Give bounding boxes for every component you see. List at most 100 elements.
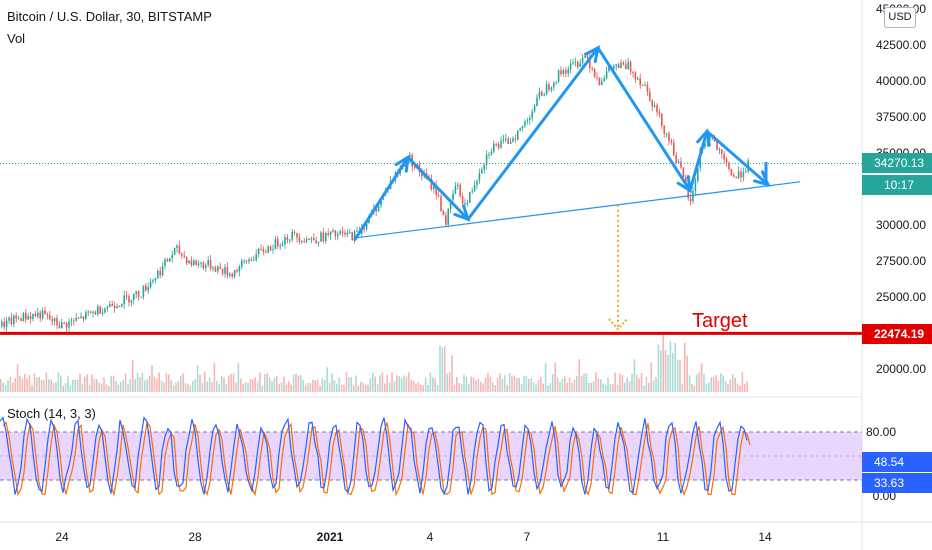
volume-bar [408,372,410,392]
candle-body [337,234,339,236]
candle-body [639,78,641,85]
volume-bar [309,383,312,392]
volume-bar [691,383,693,392]
volume-bar [595,372,597,392]
volume-bar [451,355,453,392]
volume-bar [2,382,4,392]
candle-body [272,249,274,251]
volume-bar [86,374,88,392]
candle-body [135,291,137,295]
candle-body [740,171,742,178]
volume-bar [547,385,549,392]
candle-body [593,68,596,77]
candle-body [433,185,435,190]
candle-body [269,246,272,251]
candle-body [543,94,545,96]
candle-body [154,277,157,281]
candle-body [692,190,694,202]
volume-bar [237,363,240,392]
candle-body [68,321,70,328]
volume-bar [240,378,242,392]
candle-body [653,104,656,107]
volume-bar [43,380,45,392]
volume-bar [614,372,616,392]
volume-bar [542,383,544,392]
pattern-line-rise-2 [466,46,600,221]
volume-bar [93,379,96,392]
volume-bar [616,385,619,392]
candle-body [548,84,550,90]
volume-bar [446,373,448,392]
volume-bar [4,384,7,392]
candle-body [200,262,202,264]
volume-bar [561,379,564,392]
candle-body [53,318,56,322]
candle-body [1,321,3,326]
volume-bar [175,382,177,392]
candle-body [341,231,344,233]
candle-body [37,312,39,317]
candle-body [123,295,125,305]
volume-bar [100,384,103,392]
volume-bar [110,375,112,392]
time-tick-label: 28 [188,530,202,544]
candle-body [334,230,337,236]
volume-bar [127,384,129,392]
volume-bar [120,381,122,392]
candle-body [687,185,689,199]
volume-bar [516,377,518,392]
candle-body [459,184,461,197]
volume-bar [98,382,100,392]
candle-body [517,130,519,140]
currency-button[interactable]: USD [884,7,916,28]
volume-bar [144,380,146,392]
volume-bar [410,379,412,392]
volume-bar [573,379,576,392]
volume-bar [530,378,532,392]
candle-body [44,310,46,315]
pattern-line-fall-1 [406,155,470,221]
candle-body [469,192,471,203]
volume-bar [453,385,456,392]
volume-bar [67,375,69,392]
countdown-tag: 10:17 [862,175,932,195]
candle-body [553,82,555,88]
volume-bar [139,377,141,392]
candle-body [279,245,281,247]
volume-bar [393,381,396,392]
candle-body [224,267,226,274]
candle-body [22,312,25,322]
volume-bar [129,379,132,392]
volume-bar [508,372,511,392]
volume-bar [256,381,259,392]
candle-body [577,61,579,67]
candle-body [190,260,193,265]
candle-body [351,232,353,241]
candle-body [298,237,301,242]
candle-body [63,322,65,324]
time-tick-label: 7 [524,530,531,544]
candle-body [581,57,584,64]
stoch-indicator-label[interactable]: Stoch (14, 3, 3) [7,406,96,421]
volume-bar [744,383,746,392]
volume-bar [321,378,324,392]
candle-body [109,304,111,307]
volume-bar [244,382,247,392]
volume-bar [314,380,316,392]
candle-body [560,70,562,75]
candle-body [207,260,209,266]
volume-bar [108,385,110,392]
volume-bar [444,346,446,392]
candle-body [421,171,423,177]
volume-bar [703,374,705,392]
candle-body [104,308,106,313]
time-tick-label: 11 [657,530,670,544]
volume-bar [369,378,372,392]
candle-body [572,62,574,64]
volume-bar [105,384,108,392]
volume-bar [727,384,729,392]
candle-body [430,178,433,190]
volume-bar [355,375,357,392]
candle-body [461,196,464,204]
